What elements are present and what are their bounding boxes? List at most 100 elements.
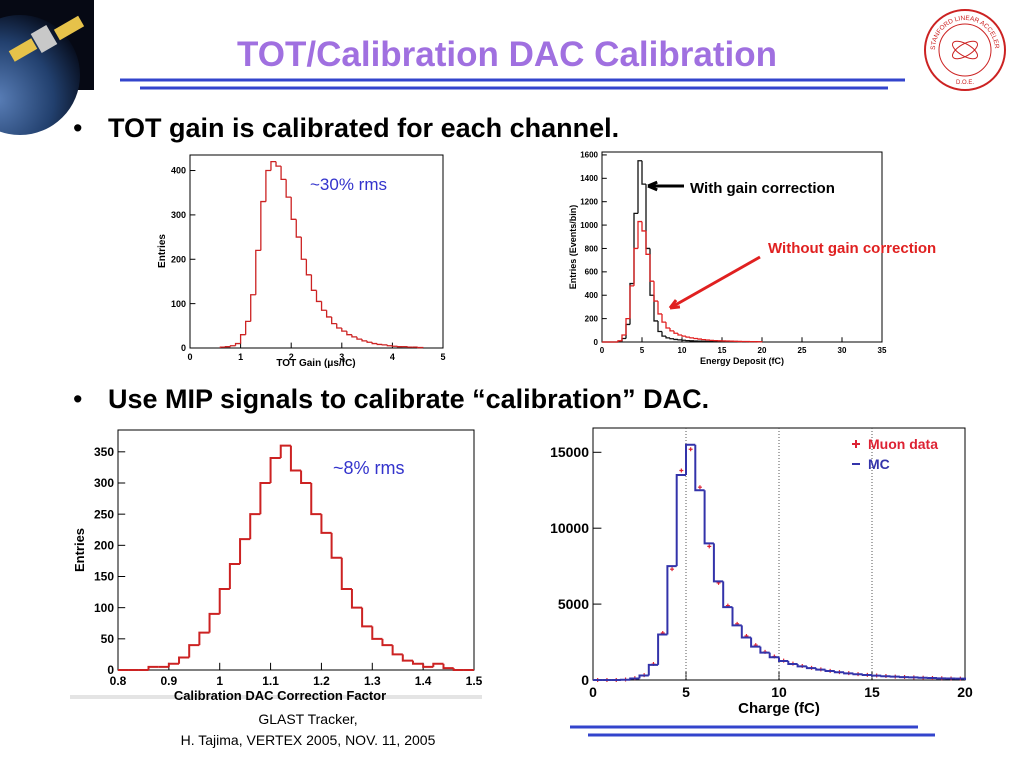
histogram-bin [723, 581, 732, 607]
bullet: Use MIP signals to calibrate “calibratio… [108, 384, 709, 414]
x-tick-label: 5 [440, 352, 445, 362]
y-tick-label: 300 [94, 476, 114, 490]
histogram-bin [863, 674, 872, 675]
histogram-bin [677, 475, 686, 566]
histogram-bin [670, 338, 674, 339]
x-axis-label: TOT Gain (μs/fC) [276, 358, 355, 369]
histogram-bin [403, 654, 413, 660]
x-tick-label: 1.4 [415, 674, 432, 688]
histogram-bin [714, 543, 723, 581]
y-tick-label: 300 [171, 210, 186, 220]
histogram-bin [220, 589, 230, 614]
data-point [679, 469, 683, 473]
x-tick-label: 0 [187, 352, 192, 362]
x-tick-label: 5 [640, 346, 645, 355]
y-tick-label: 0 [107, 663, 114, 677]
y-tick-label: 200 [171, 254, 186, 264]
y-tick-label: 200 [94, 539, 114, 553]
y-tick-label: 800 [585, 244, 599, 253]
histogram-bin [179, 658, 189, 664]
histogram-bin [667, 566, 676, 634]
histogram-bin [286, 179, 291, 197]
histogram-bin [678, 333, 682, 335]
x-tick-label: 0 [589, 684, 597, 700]
x-tick-label: 20 [957, 684, 973, 700]
histogram-bin [250, 514, 260, 539]
histogram-bin [271, 458, 281, 483]
histogram-bin [266, 171, 271, 202]
y-tick-label: 10000 [550, 520, 589, 536]
histogram-bin [332, 317, 337, 324]
x-axis-label: Energy Deposit (fC) [700, 356, 784, 366]
x-tick-label: 1.1 [262, 674, 279, 688]
histogram-bin [169, 664, 179, 667]
x-tick-label: 30 [838, 346, 847, 355]
x-axis-label: Charge (fC) [738, 700, 820, 717]
histogram-bin [872, 675, 881, 676]
data-point [707, 544, 711, 548]
histogram-bin [347, 331, 352, 335]
histogram-bin [311, 483, 321, 514]
histogram-bin [387, 345, 392, 346]
histogram-bin [276, 162, 281, 166]
legend-marker [852, 440, 860, 448]
annotation: ~30% rms [310, 175, 387, 194]
x-tick-label: 15 [718, 346, 727, 355]
bullet-dot: • [73, 113, 82, 143]
histogram-bin [337, 324, 342, 328]
x-tick-label: 20 [758, 346, 767, 355]
y-tick-label: 1200 [580, 197, 598, 206]
y-tick-label: 400 [171, 166, 186, 176]
seal-bottom: D.O.E. [956, 80, 974, 86]
histogram-bin [301, 237, 306, 259]
histogram-bin [662, 331, 666, 336]
histogram-bin [698, 338, 702, 339]
histogram-bin [666, 322, 670, 328]
annotation: ~8% rms [333, 458, 405, 478]
histogram-bin [332, 533, 342, 558]
histogram-bin [413, 661, 423, 664]
histogram-bin [649, 665, 658, 676]
histogram-bin [666, 336, 670, 338]
histogram-bin [301, 471, 311, 483]
data-point [670, 567, 674, 571]
y-axis-label: Entries [157, 234, 168, 268]
histogram-bin [281, 446, 291, 458]
histogram-bin [695, 445, 704, 491]
histogram-bin [372, 626, 382, 638]
histogram-bin [662, 314, 666, 322]
legend-label: MC [868, 456, 890, 472]
histogram-bin [281, 166, 286, 179]
histogram-bin [690, 337, 694, 338]
histogram-bin [357, 337, 362, 339]
histogram-bin [321, 514, 331, 533]
data-point [698, 485, 702, 489]
y-tick-label: 600 [585, 268, 599, 277]
histogram-bin [230, 346, 235, 347]
y-tick-label: 1400 [580, 174, 598, 183]
y-tick-label: 0 [581, 672, 589, 688]
histogram-bin [199, 633, 209, 645]
histogram-bin [423, 664, 433, 667]
slide-title: TOT/Calibration DAC Calibration [237, 35, 777, 74]
y-tick-label: 15000 [550, 444, 589, 460]
histogram-bin [352, 589, 362, 608]
histogram-bin [881, 676, 890, 677]
x-tick-label: 1 [238, 352, 243, 362]
histogram-bin [342, 328, 347, 331]
histogram-bin [291, 446, 301, 471]
data-point [689, 447, 693, 451]
x-tick-label: 15 [864, 684, 880, 700]
histogram-bin [694, 338, 698, 339]
y-tick-label: 1600 [580, 151, 598, 160]
histogram-bin [306, 259, 311, 275]
histogram-bin [642, 161, 646, 184]
histogram-bin [674, 331, 678, 333]
histogram-bin [682, 335, 686, 336]
histogram-bin [433, 664, 443, 667]
x-tick-label: 35 [878, 346, 887, 355]
y-tick-label: 0 [181, 343, 186, 353]
histogram-bin [291, 197, 296, 219]
